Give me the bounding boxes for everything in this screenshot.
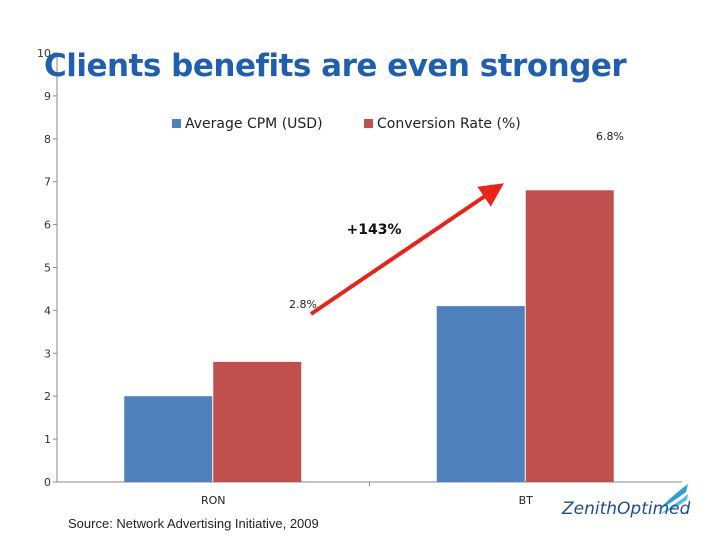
source-note: Source: Network Advertising Initiative, … <box>68 516 319 531</box>
bar <box>213 361 302 482</box>
y-tick-label: 7 <box>44 176 51 189</box>
y-tick-label: 0 <box>44 476 51 489</box>
data-labels: 2.8% 6.8% <box>289 130 624 311</box>
y-tick-label: 5 <box>44 262 51 275</box>
logo-text: ZenithOptimedia <box>561 499 690 519</box>
y-tick-label: 1 <box>44 433 51 446</box>
legend-swatch <box>172 119 181 128</box>
legend-label: Conversion Rate (%) <box>377 116 521 132</box>
legend: Average CPM (USD) Conversion Rate (%) <box>172 116 521 132</box>
y-tick-label: 4 <box>44 304 51 317</box>
bars <box>124 190 614 482</box>
y-tick-label: 2 <box>44 390 51 403</box>
growth-arrow <box>309 183 504 316</box>
y-tick-label: 10 <box>37 47 51 60</box>
y-tick-label: 9 <box>44 90 51 103</box>
x-tick-label: BT <box>519 494 534 507</box>
data-label: 6.8% <box>596 130 624 143</box>
data-label: 2.8% <box>289 298 317 311</box>
legend-swatch <box>364 119 373 128</box>
bar <box>525 190 614 482</box>
x-tick-label: RON <box>201 494 226 507</box>
legend-label: Average CPM (USD) <box>185 116 323 132</box>
chart-title: Clients benefits are even stronger <box>44 48 627 84</box>
growth-annotation: +143% <box>347 222 402 238</box>
y-tick-label: 3 <box>44 347 51 360</box>
y-tick-label: 8 <box>44 133 51 146</box>
y-tick-label: 6 <box>44 219 51 232</box>
bar <box>436 306 525 482</box>
zenith-swoosh-logo: ZenithOptimedia <box>561 484 690 519</box>
bar <box>124 396 213 482</box>
annotation: +143% <box>309 183 504 316</box>
